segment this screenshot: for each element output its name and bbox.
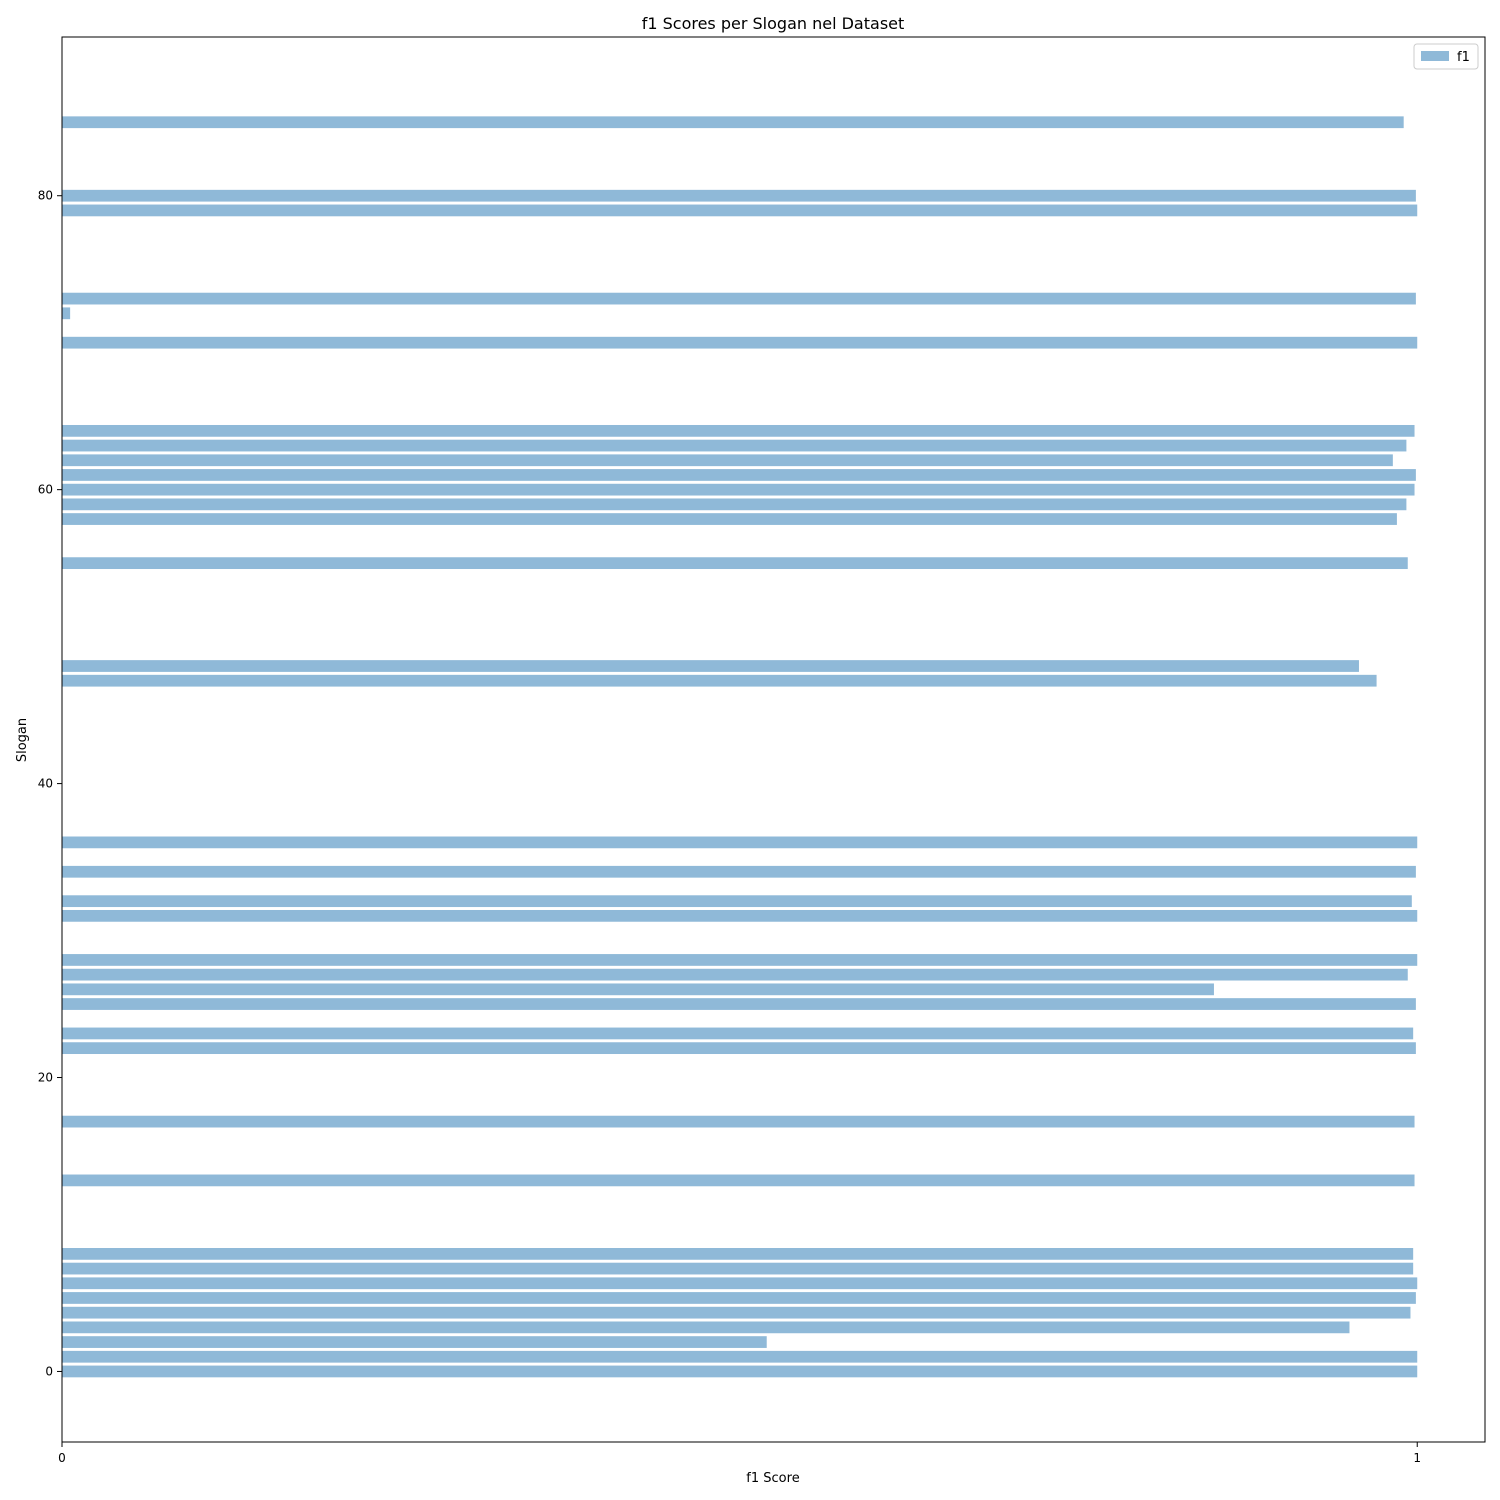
bar-slogan-85: [62, 116, 1404, 129]
legend: f1: [1413, 43, 1479, 70]
bar-slogan-79: [62, 204, 1418, 217]
x-axis-label: f1 Score: [746, 1471, 799, 1486]
x-tick-label: 1: [1413, 1451, 1421, 1465]
bar-slogan-4: [62, 1306, 1411, 1319]
bar-slogan-17: [62, 1115, 1415, 1128]
bar-slogan-31: [62, 909, 1418, 922]
bar-slogan-22: [62, 1042, 1416, 1055]
bar-slogan-25: [62, 998, 1416, 1010]
bar-slogan-72: [62, 307, 71, 320]
bar-slogan-70: [62, 336, 1418, 349]
bar-slogan-13: [62, 1174, 1415, 1187]
legend-swatch: [1421, 51, 1449, 61]
plot-frame: [61, 36, 1486, 1443]
bar-slogan-27: [62, 968, 1408, 981]
bar-slogan-55: [62, 557, 1408, 570]
bar-slogan-5: [62, 1292, 1416, 1304]
x-tick-label: 0: [58, 1451, 66, 1465]
bar-slogan-7: [62, 1262, 1414, 1275]
bar-slogan-64: [62, 424, 1415, 437]
bar-slogan-80: [62, 189, 1416, 202]
bar-slogan-61: [62, 469, 1416, 481]
bar-slogan-48: [62, 660, 1359, 672]
bar-slogan-63: [62, 439, 1407, 452]
bar-slogan-1: [62, 1350, 1418, 1363]
y-tick-label: 40: [38, 777, 53, 791]
bar-slogan-73: [62, 292, 1416, 305]
legend-label: f1: [1457, 50, 1470, 65]
y-tick-label: 60: [38, 483, 53, 497]
bar-slogan-23: [62, 1027, 1414, 1040]
y-tick-label: 80: [38, 189, 53, 203]
bar-slogan-26: [62, 983, 1214, 996]
bars-group: [62, 116, 1418, 1378]
bar-slogan-0: [62, 1365, 1418, 1378]
bar-slogan-3: [62, 1321, 1350, 1334]
y-tick-label: 0: [45, 1364, 53, 1378]
bar-slogan-36: [62, 836, 1418, 849]
bar-slogan-60: [62, 483, 1415, 496]
chart-title: f1 Scores per Slogan nel Dataset: [642, 14, 905, 33]
bar-slogan-28: [62, 954, 1418, 966]
y-axis-ticks: 0 20 40 60 80: [38, 189, 62, 1378]
bar-slogan-8: [62, 1248, 1414, 1260]
bar-slogan-2: [62, 1336, 767, 1348]
bar-slogan-32: [62, 895, 1412, 908]
bar-slogan-34: [62, 865, 1416, 878]
bar-slogan-6: [62, 1277, 1418, 1290]
y-tick-label: 20: [38, 1071, 53, 1085]
y-axis-label: Slogan: [15, 718, 30, 762]
bar-slogan-62: [62, 454, 1393, 467]
bar-slogan-47: [62, 674, 1377, 687]
bar-slogan-59: [62, 498, 1407, 511]
bar-slogan-58: [62, 513, 1397, 525]
